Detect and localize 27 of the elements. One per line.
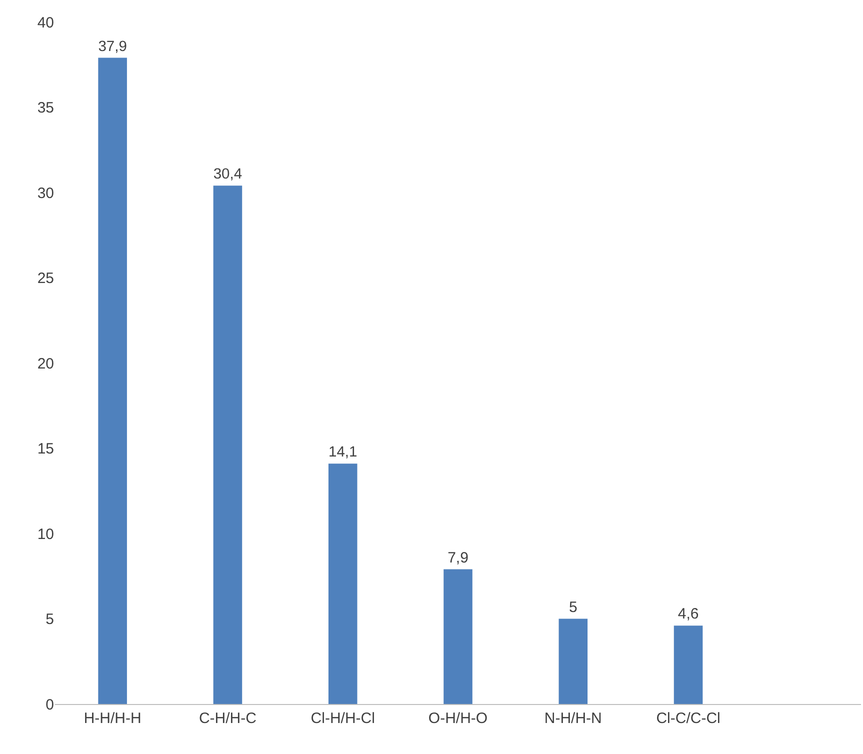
bar (674, 626, 703, 704)
x-tick-label: N-H/H-N (544, 710, 602, 727)
x-tick-label: Cl-C/C-Cl (656, 710, 720, 727)
bar (98, 58, 127, 704)
y-tick-label: 15 (37, 440, 54, 458)
data-label: 7,9 (448, 549, 468, 566)
data-label: 14,1 (328, 444, 358, 461)
x-tick-label: Cl-H/H-Cl (310, 710, 375, 727)
x-tick-label: O-H/H-O (428, 710, 488, 727)
y-tick-label: 5 (46, 611, 54, 628)
y-tick-label: 0 (46, 696, 54, 714)
x-tick-label: C-H/H-C (198, 710, 257, 727)
bar (444, 569, 472, 704)
data-label: 37,9 (98, 38, 127, 55)
data-label: 5 (568, 598, 578, 616)
data-label: 4,6 (678, 606, 699, 623)
y-tick-label: 40 (37, 14, 54, 32)
y-tick-label: 30 (37, 184, 54, 202)
y-tick-label: 25 (37, 270, 54, 287)
bar (213, 186, 242, 704)
y-tick-label: 20 (37, 355, 54, 372)
y-tick-label: 10 (37, 526, 54, 543)
x-tick-label: H-H/H-H (84, 710, 142, 727)
bar (328, 464, 358, 704)
data-label: 30,4 (213, 166, 242, 183)
y-tick-label: 35 (37, 100, 54, 116)
bar (558, 618, 588, 704)
